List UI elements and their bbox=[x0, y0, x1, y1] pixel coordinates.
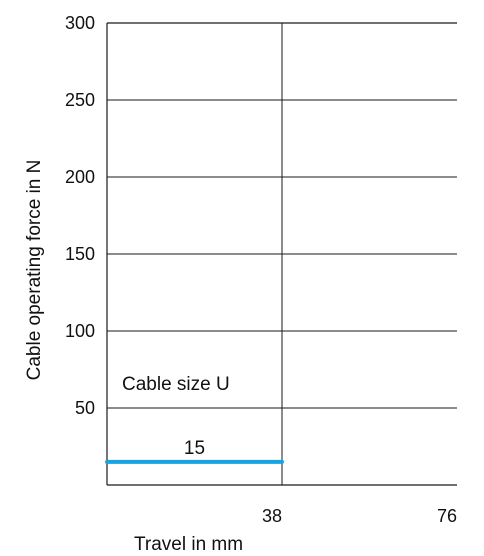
x-tick-label: 76 bbox=[437, 506, 457, 526]
y-axis-title: Cable operating force in N bbox=[24, 160, 45, 381]
y-tick-label: 250 bbox=[65, 90, 95, 110]
annotation-cable-size: Cable size U bbox=[122, 374, 230, 395]
y-tick-label: 150 bbox=[65, 244, 95, 264]
y-tick-label: 50 bbox=[75, 398, 95, 418]
y-tick-labels: 50 100 150 200 250 300 bbox=[65, 13, 95, 418]
y-tick-label: 200 bbox=[65, 167, 95, 187]
y-tick-label: 100 bbox=[65, 321, 95, 341]
grid-lines bbox=[106, 22, 457, 486]
series-layer: 15 bbox=[105, 438, 284, 464]
x-axis-title: Travel in mm bbox=[134, 534, 243, 555]
x-tick-label: 38 bbox=[262, 506, 282, 526]
series-value-label: 15 bbox=[184, 438, 205, 459]
y-tick-label: 300 bbox=[65, 13, 95, 33]
x-tick-labels: 38 76 bbox=[262, 506, 457, 526]
